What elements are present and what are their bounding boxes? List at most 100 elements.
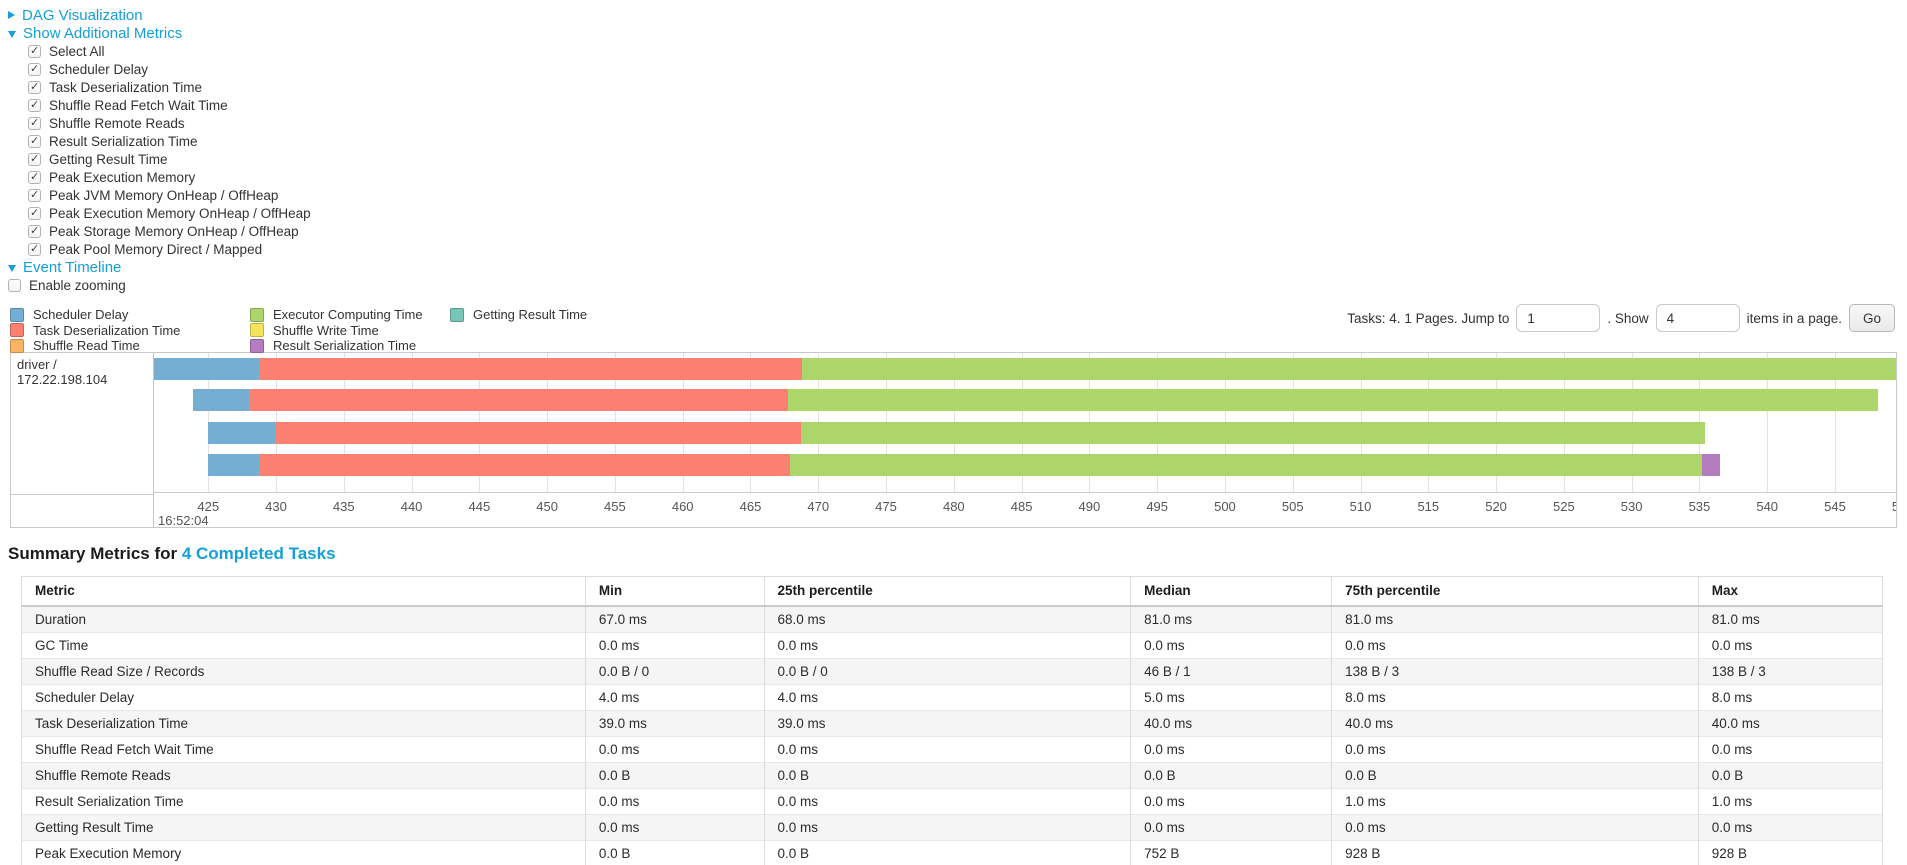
axis-tick-label: 510 xyxy=(1349,499,1372,515)
table-cell: 0.0 B xyxy=(584,839,765,865)
additional-metrics-list: Select All Scheduler Delay Task Deserializ… xyxy=(0,42,1907,258)
table-cell: 8.0 ms xyxy=(1697,683,1884,710)
task-segment-executor_computing xyxy=(800,422,1705,444)
legend-swatch-icon xyxy=(250,307,264,322)
metric-checkbox-row: Peak Pool Memory Direct / Mapped xyxy=(0,240,1907,258)
metric-checkbox[interactable] xyxy=(28,134,41,148)
axis-spacer xyxy=(11,494,153,527)
go-button[interactable]: Go xyxy=(1848,304,1895,332)
legend-swatch-icon xyxy=(10,307,24,322)
axis-tick-label: 550 xyxy=(1892,499,1896,514)
legend-item-getting_result: Getting Result Time xyxy=(450,307,1907,323)
task-segment-task_deserialization xyxy=(259,358,802,380)
table-cell: 5.0 ms xyxy=(1130,683,1333,710)
metric-checkbox[interactable] xyxy=(28,98,41,112)
table-cell: 0.0 ms xyxy=(1331,631,1699,658)
section-label: DAG Visualization xyxy=(22,6,143,24)
metric-checkbox[interactable] xyxy=(28,242,41,256)
task-segment-executor_computing xyxy=(801,358,1896,380)
table-cell: 0.0 B xyxy=(763,839,1132,865)
axis-tick-label: 435 xyxy=(332,499,355,515)
axis-gridline xyxy=(1767,353,1769,493)
table-header-cell: Min xyxy=(584,576,765,607)
table-cell: 81.0 ms xyxy=(1331,605,1699,632)
legend-swatch-icon xyxy=(10,323,24,338)
section-show-additional-metrics[interactable]: Show Additional Metrics xyxy=(0,24,1907,42)
legend-item-shuffle_write: Shuffle Write Time xyxy=(250,323,450,339)
table-cell: 928 B xyxy=(1697,839,1884,865)
metric-checkbox-label: Shuffle Read Fetch Wait Time xyxy=(49,97,228,113)
metric-checkbox[interactable] xyxy=(28,116,41,130)
metric-checkbox-row: Peak Storage Memory OnHeap / OffHeap xyxy=(0,222,1907,240)
table-cell: 81.0 ms xyxy=(1697,605,1884,632)
table-cell: 0.0 ms xyxy=(584,735,765,762)
section-dag-visualization[interactable]: DAG Visualization xyxy=(0,6,1907,24)
legend-item-executor_computing: Executor Computing Time xyxy=(250,307,450,323)
metric-checkbox-label: Peak Pool Memory Direct / Mapped xyxy=(49,241,263,257)
axis-tick-label: 465 xyxy=(739,499,762,515)
task-segment-task_deserialization xyxy=(259,454,790,476)
axis-tick-label: 545 xyxy=(1824,499,1846,515)
enable-zooming-checkbox[interactable] xyxy=(8,278,21,292)
legend-item-result_serialization: Result Serialization Time xyxy=(250,338,450,354)
table-cell: 46 B / 1 xyxy=(1130,657,1333,684)
legend-label: Scheduler Delay xyxy=(33,307,129,323)
metric-checkbox[interactable] xyxy=(28,224,41,238)
metric-checkbox-label: Peak Execution Memory xyxy=(49,169,196,185)
legend-label: Task Deserialization Time xyxy=(33,322,181,338)
metric-checkbox-label: Result Serialization Time xyxy=(49,133,198,149)
table-cell: 4.0 ms xyxy=(584,683,765,710)
metric-checkbox-label: Peak Storage Memory OnHeap / OffHeap xyxy=(49,223,299,239)
metric-checkbox[interactable] xyxy=(28,44,41,58)
legend-item-scheduler_delay: Scheduler Delay xyxy=(10,307,250,323)
timeline-axis: 16:52:04 425 430 435 440 445 450 455 460 465 470 4… xyxy=(154,492,1896,527)
task-bar xyxy=(193,389,1879,411)
table-header-cell: 25th percentile xyxy=(763,576,1132,607)
table-cell: Duration xyxy=(21,605,586,632)
table-header-cell: Max xyxy=(1697,576,1884,607)
chevron-down-icon xyxy=(8,30,16,38)
table-header-cell: Median xyxy=(1130,576,1333,607)
timeline-plot-area xyxy=(154,353,1896,493)
tasks-count-text: Tasks: 4. 1 Pages. Jump to xyxy=(1347,310,1510,326)
table-header-cell: 75th percentile xyxy=(1331,576,1699,607)
legend-swatch-icon xyxy=(250,323,264,338)
completed-tasks-link[interactable]: 4 Completed Tasks xyxy=(181,544,336,563)
table-cell: 0.0 ms xyxy=(1130,735,1333,762)
table-cell: 1.0 ms xyxy=(1697,787,1884,814)
table-cell: 0.0 B xyxy=(584,761,765,788)
section-event-timeline[interactable]: Event Timeline xyxy=(0,258,1907,276)
table-cell: 40.0 ms xyxy=(1130,709,1333,736)
timeline-legend: Scheduler Delay Task Deserialization Time… xyxy=(0,300,1907,354)
title-prefix: Summary Metrics for xyxy=(8,544,182,563)
items-per-page-input[interactable] xyxy=(1655,304,1740,332)
metric-checkbox[interactable] xyxy=(28,170,41,184)
summary-metrics-title: Summary Metrics for 4 Completed Tasks xyxy=(8,544,1907,564)
table-cell: 0.0 B xyxy=(1331,761,1699,788)
legend-item-shuffle_read: Shuffle Read Time xyxy=(10,338,250,354)
metric-checkbox[interactable] xyxy=(28,206,41,220)
metric-checkbox[interactable] xyxy=(28,62,41,76)
table-cell: 0.0 B xyxy=(763,761,1132,788)
table-cell: 0.0 B / 0 xyxy=(763,657,1132,684)
jump-to-page-input[interactable] xyxy=(1516,304,1601,332)
table-cell: 0.0 ms xyxy=(584,787,765,814)
table-row: Shuffle Read Fetch Wait Time 0.0 ms 0.0 ms… xyxy=(21,735,1884,762)
table-cell: 4.0 ms xyxy=(763,683,1132,710)
metric-checkbox-row: Shuffle Read Fetch Wait Time xyxy=(0,96,1907,114)
metric-checkbox-row: Select All xyxy=(0,42,1907,60)
metric-checkbox[interactable] xyxy=(28,80,41,94)
executor-label: driver / 172.22.198.104 xyxy=(17,357,108,387)
table-cell: 0.0 ms xyxy=(584,631,765,658)
table-header-row: Metric Min 25th percentile Median 75th perce… xyxy=(21,576,1884,607)
table-cell: 0.0 ms xyxy=(1130,787,1333,814)
table-cell: 752 B xyxy=(1130,839,1333,865)
table-cell: Result Serialization Time xyxy=(21,787,586,814)
legend-item-task_deserialization: Task Deserialization Time xyxy=(10,323,250,339)
metric-checkbox[interactable] xyxy=(28,188,41,202)
table-cell: 0.0 ms xyxy=(763,735,1132,762)
table-cell: 0.0 ms xyxy=(1697,813,1884,840)
table-cell: 0.0 ms xyxy=(763,787,1132,814)
axis-tick-label: 470 xyxy=(807,499,830,515)
metric-checkbox[interactable] xyxy=(28,152,41,166)
